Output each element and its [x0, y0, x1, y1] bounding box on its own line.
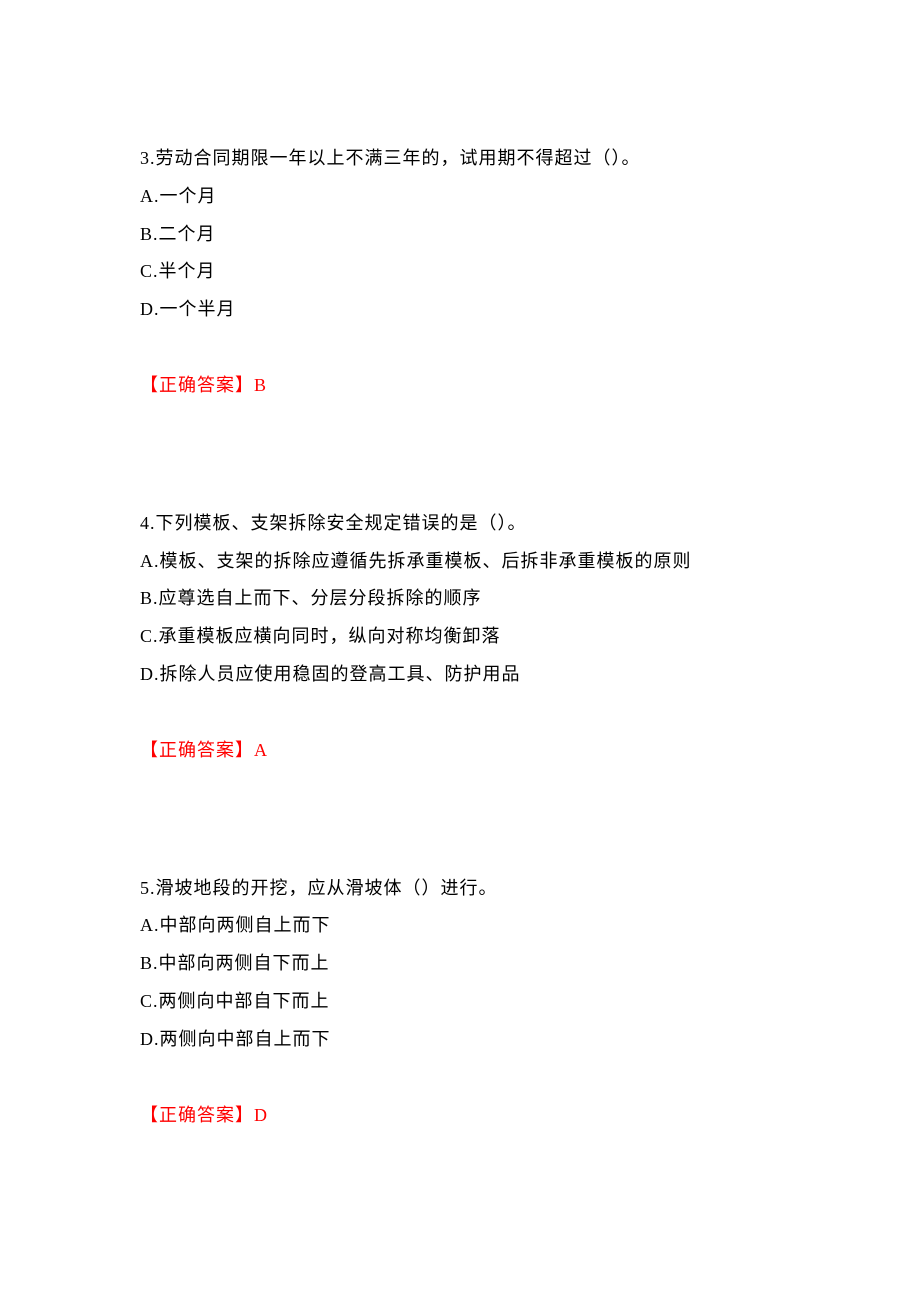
question-block-3: 3.劳动合同期限一年以上不满三年的，试用期不得超过（）。 A.一个月 B.二个月…: [140, 140, 780, 405]
answer-value: A: [254, 740, 268, 760]
option-b: B.中部向两侧自下而上: [140, 945, 780, 983]
question-stem: 4.下列模板、支架拆除安全规定错误的是（）。: [140, 505, 780, 543]
option-a: A.一个月: [140, 178, 780, 216]
question-block-5: 5.滑坡地段的开挖，应从滑坡体（）进行。 A.中部向两侧自上而下 B.中部向两侧…: [140, 870, 780, 1135]
correct-answer: 【正确答案】A: [140, 732, 780, 770]
option-d: D.拆除人员应使用稳固的登高工具、防护用品: [140, 656, 780, 694]
option-a: A.模板、支架的拆除应遵循先拆承重模板、后拆非承重模板的原则: [140, 543, 780, 581]
option-b: B.二个月: [140, 216, 780, 254]
option-d: D.两侧向中部自上而下: [140, 1021, 780, 1059]
question-stem: 3.劳动合同期限一年以上不满三年的，试用期不得超过（）。: [140, 140, 780, 178]
answer-label: 【正确答案】: [140, 740, 254, 760]
option-c: C.半个月: [140, 253, 780, 291]
answer-label: 【正确答案】: [140, 375, 254, 395]
question-block-4: 4.下列模板、支架拆除安全规定错误的是（）。 A.模板、支架的拆除应遵循先拆承重…: [140, 505, 780, 770]
option-b: B.应尊选自上而下、分层分段拆除的顺序: [140, 580, 780, 618]
option-d: D.一个半月: [140, 291, 780, 329]
option-c: C.两侧向中部自下而上: [140, 983, 780, 1021]
correct-answer: 【正确答案】D: [140, 1097, 780, 1135]
answer-value: D: [254, 1105, 268, 1125]
option-c: C.承重模板应横向同时，纵向对称均衡卸落: [140, 618, 780, 656]
answer-value: B: [254, 375, 267, 395]
correct-answer: 【正确答案】B: [140, 367, 780, 405]
answer-label: 【正确答案】: [140, 1105, 254, 1125]
question-stem: 5.滑坡地段的开挖，应从滑坡体（）进行。: [140, 870, 780, 908]
option-a: A.中部向两侧自上而下: [140, 907, 780, 945]
